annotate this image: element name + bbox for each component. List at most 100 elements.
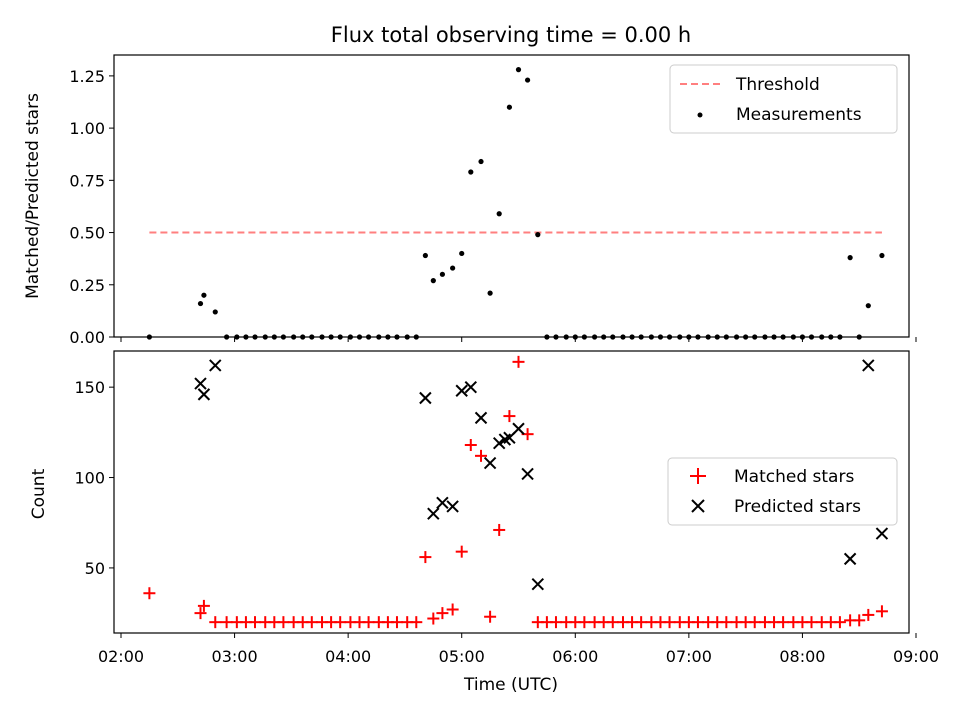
matched-star-point: [419, 551, 432, 564]
matched-star-point: [691, 616, 704, 629]
x-tick-label: 07:00: [666, 647, 712, 666]
predicted-star-point: [464, 380, 478, 394]
ratio-legend-box: [669, 64, 898, 134]
matched-star-point: [436, 607, 449, 620]
predicted-star-point: [843, 552, 857, 566]
matched-star-point: [493, 523, 506, 536]
measurement-point: [535, 232, 541, 238]
predicted-star-point: [875, 527, 889, 540]
x-tick-label: 09:00: [893, 647, 939, 666]
matched-star-point: [464, 439, 477, 451]
legend-matched-label: Matched stars: [734, 467, 854, 487]
measurement-point: [515, 67, 522, 73]
legend-predicted-label: Predicted stars: [734, 497, 861, 517]
predicted-star-point: [427, 507, 440, 520]
measurement-point: [879, 252, 885, 259]
measurement-point: [506, 104, 513, 110]
ratio-y-tick-label: 1.25: [69, 67, 105, 86]
measurement-point: [430, 278, 436, 284]
matched-star-point: [455, 545, 468, 558]
x-tick-label: 06:00: [552, 647, 598, 666]
matched-star-point: [362, 616, 375, 629]
count-y-tick-label: 100: [74, 469, 105, 488]
predicted-star-point: [483, 456, 497, 470]
x-axis-label: Time (UTC): [463, 675, 558, 695]
matched-star-point: [484, 610, 497, 623]
predicted-star-point: [531, 577, 545, 591]
predicted-star-point: [521, 467, 534, 481]
count-legend-box: [667, 457, 898, 526]
measurement-point: [865, 303, 871, 309]
ratio-y-axis-label: Matched/Predicted stars: [23, 93, 43, 299]
matched-star-point: [143, 587, 156, 600]
measurement-point: [496, 211, 502, 217]
matched-star-point: [197, 599, 210, 612]
matched-star-point: [249, 616, 262, 629]
matched-star-point: [833, 616, 846, 629]
measurement-point: [450, 265, 456, 271]
predicted-star-point: [862, 359, 875, 372]
legend-matched-swatch: [690, 468, 706, 484]
predicted-star-point: [436, 496, 449, 510]
matched-star-point: [663, 616, 676, 629]
x-tick-label: 08:00: [779, 647, 825, 666]
predicted-star-point: [455, 384, 468, 397]
matched-star-point: [277, 616, 290, 629]
x-tick-label: 03:00: [212, 647, 258, 666]
predicted-star-point: [209, 359, 222, 372]
matched-star-point: [220, 616, 233, 629]
matched-star-point: [805, 616, 818, 629]
predicted-star-point: [492, 436, 506, 450]
measurement-point: [847, 255, 853, 261]
matched-star-point: [748, 616, 761, 629]
x-tick-label: 05:00: [439, 647, 485, 666]
matched-star-point: [446, 603, 459, 616]
count-legend: Matched stars Predicted stars: [667, 457, 898, 526]
legend-measurements-label: Measurements: [736, 105, 862, 125]
legend-measurements-swatch: [697, 112, 703, 118]
matched-star-point: [475, 449, 488, 462]
matched-star-point: [427, 612, 440, 625]
matched-star-point: [512, 355, 525, 368]
measurement-point: [487, 290, 493, 296]
count-axes-frame: [113, 350, 910, 634]
matched-star-point: [194, 607, 207, 620]
measurement-point: [201, 292, 207, 298]
measurement-point: [197, 300, 204, 307]
matched-star-point: [410, 616, 423, 629]
count-y-tick-label: 150: [74, 378, 105, 397]
measurement-point: [439, 271, 446, 277]
measurement-point: [459, 250, 465, 257]
measurement-point: [524, 77, 531, 83]
measurement-point: [422, 252, 428, 259]
matched-star-point: [635, 616, 648, 629]
figure-title: Flux total observing time = 0.00 h: [331, 23, 691, 47]
predicted-star-point: [474, 411, 488, 425]
matched-star-point: [209, 616, 222, 629]
predicted-star-point: [512, 422, 525, 435]
matched-star-point: [862, 608, 875, 621]
matched-star-point: [853, 614, 866, 627]
predicted-star-point: [194, 377, 207, 390]
ratio-y-tick-label: 0.75: [69, 171, 105, 190]
x-tick-label: 02:00: [98, 647, 144, 666]
ratio-y-tick-label: 1.00: [69, 119, 105, 138]
ratio-y-tick-label: 0.00: [69, 328, 105, 347]
ratio-axes-frame: [113, 54, 910, 338]
predicted-star-point: [197, 388, 211, 401]
measurement-point: [478, 158, 484, 165]
count-y-axis-label: Count: [29, 468, 49, 519]
ratio-y-tick-label: 0.50: [69, 224, 105, 243]
matched-star-point: [503, 410, 516, 423]
predicted-star-point: [419, 391, 432, 405]
matched-star-point: [549, 616, 562, 629]
ratio-legend: Threshold Measurements: [669, 64, 898, 134]
measurement-point: [468, 169, 474, 175]
predicted-star-point: [446, 500, 459, 513]
legend-threshold-label: Threshold: [735, 75, 820, 95]
matched-star-point: [390, 616, 403, 629]
ratio-panel: 0.00 0.25 0.50 0.75 1.00 1.25 Matched/Predict…: [23, 54, 917, 347]
x-tick-label: 04:00: [325, 647, 371, 666]
matched-star-point: [720, 616, 733, 629]
